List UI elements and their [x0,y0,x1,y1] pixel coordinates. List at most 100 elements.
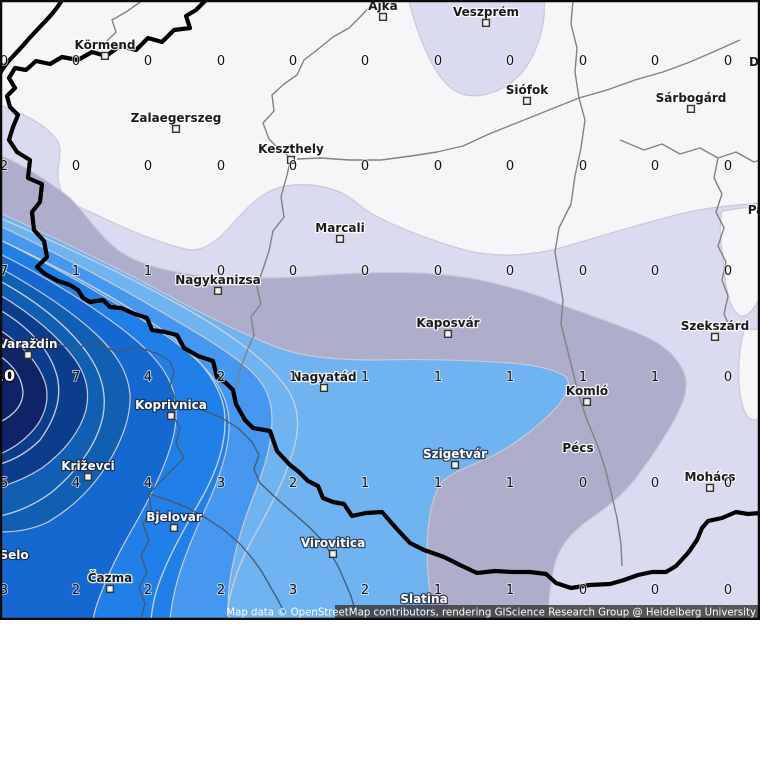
grid-value: 0 [144,159,152,174]
grid-value: 0 [289,159,297,174]
grid-value: 0 [434,159,442,174]
grid-value: 0 [0,54,8,69]
grid-value: 4 [72,476,80,491]
city-label: Slatina [400,592,447,606]
grid-value: 0 [724,583,732,598]
snow-depth-map[interactable]: Körmend Zalaegerszeg Keszthely Ajka Veszprém… [0,0,760,620]
city-label: Szigetvár [423,447,487,461]
city-marker [213,286,223,296]
city-marker [522,96,532,106]
city-label: D [749,55,759,69]
grid-value: 1 [144,264,152,279]
grid-value: 7 [0,264,8,279]
map-labels-layer: Körmend Zalaegerszeg Keszthely Ajka Veszprém… [0,0,760,607]
city-label: Körmend [74,38,135,52]
city-label: Bjelovar [146,510,202,524]
city-label: Pa [748,203,760,217]
grid-value: 3 [0,583,8,598]
grid-value: 0 [434,264,442,279]
grid-value: 0 [144,54,152,69]
grid-value: 2 [144,583,152,598]
grid-value: 0 [506,264,514,279]
city-label: Keszthely [258,142,324,156]
grid-value: 5 [0,476,8,491]
grid-value: 0 [724,264,732,279]
grid-value: 1 [506,476,514,491]
city-marker [705,483,715,493]
city-label: Varaždin [0,337,57,351]
city-marker [100,51,110,61]
grid-value: 0 [724,159,732,174]
croatia-county-borders [0,337,358,620]
city-label: Selo [0,548,29,562]
grid-value: 2 [72,583,80,598]
attribution-text: Map data © OpenStreetMap contributors, r… [226,608,756,619]
grid-value: 0 [724,370,732,385]
grid-value: 0 [434,54,442,69]
city-marker [83,472,93,482]
grid-value: 0 [651,159,659,174]
city-label: Zalaegerszeg [131,111,222,125]
grid-value: 7 [72,370,80,385]
grid-value: 1 [579,370,587,385]
city-label: Szekszárd [681,319,749,333]
grid-value: 0 [289,54,297,69]
city-marker [166,411,176,421]
grid-value: 0 [651,476,659,491]
city-label: Križevci [61,459,115,473]
attribution-background [335,605,760,619]
grid-value: 1 [506,583,514,598]
grid-value: 0 [579,264,587,279]
county-borders [96,0,760,567]
grid-value: 0 [579,476,587,491]
grid-value: 1 [506,370,514,385]
city-label: Veszprém [453,5,519,19]
city-marker [23,350,33,360]
grid-value: 0 [724,54,732,69]
grid-value: 4 [144,476,152,491]
grid-value: 1 [434,476,442,491]
country-borders [0,0,760,591]
city-label: Koprivnica [135,398,207,412]
grid-value: 0 [506,54,514,69]
city-label: Mohács [684,470,735,484]
city-label: Pécs [562,441,593,455]
city-label: Sárbogárd [656,91,727,105]
grid-value: 2 [0,159,8,174]
city-marker [450,460,460,470]
grid-value: 3 [289,583,297,598]
grid-value: 0 [579,159,587,174]
grid-value: 0 [361,54,369,69]
map-attribution: Map data © OpenStreetMap contributors, r… [226,605,760,619]
city-label: Ajka [368,0,397,13]
grid-value: 0 [506,159,514,174]
city-label: Nagyatád [291,370,356,384]
city-marker [686,104,696,114]
grid-value: 1 [434,583,442,598]
city-label: Nagykanizsa [175,273,261,287]
grid-value: 2 [289,476,297,491]
grid-value: 0 [217,264,225,279]
grid-value: 10 [0,366,15,385]
grid-value: 0 [579,583,587,598]
grid-value: 2 [217,370,225,385]
grid-value: 3 [217,476,225,491]
city-marker [710,332,720,342]
city-marker [335,234,345,244]
grid-value: 0 [217,159,225,174]
city-marker [171,124,181,134]
grid-value: 0 [361,159,369,174]
grid-value: 0 [217,54,225,69]
grid-value: 2 [217,583,225,598]
city-marker [286,155,296,165]
grid-value: 0 [651,54,659,69]
grid-value: 1 [361,476,369,491]
snow-bands [0,0,760,620]
city-label: Virovitica [301,536,365,550]
city-marker [443,329,453,339]
map-frame [0,0,760,620]
city-label: Kaposvár [416,316,479,330]
grid-value: 0 [289,264,297,279]
grid-value: 1 [289,370,297,385]
